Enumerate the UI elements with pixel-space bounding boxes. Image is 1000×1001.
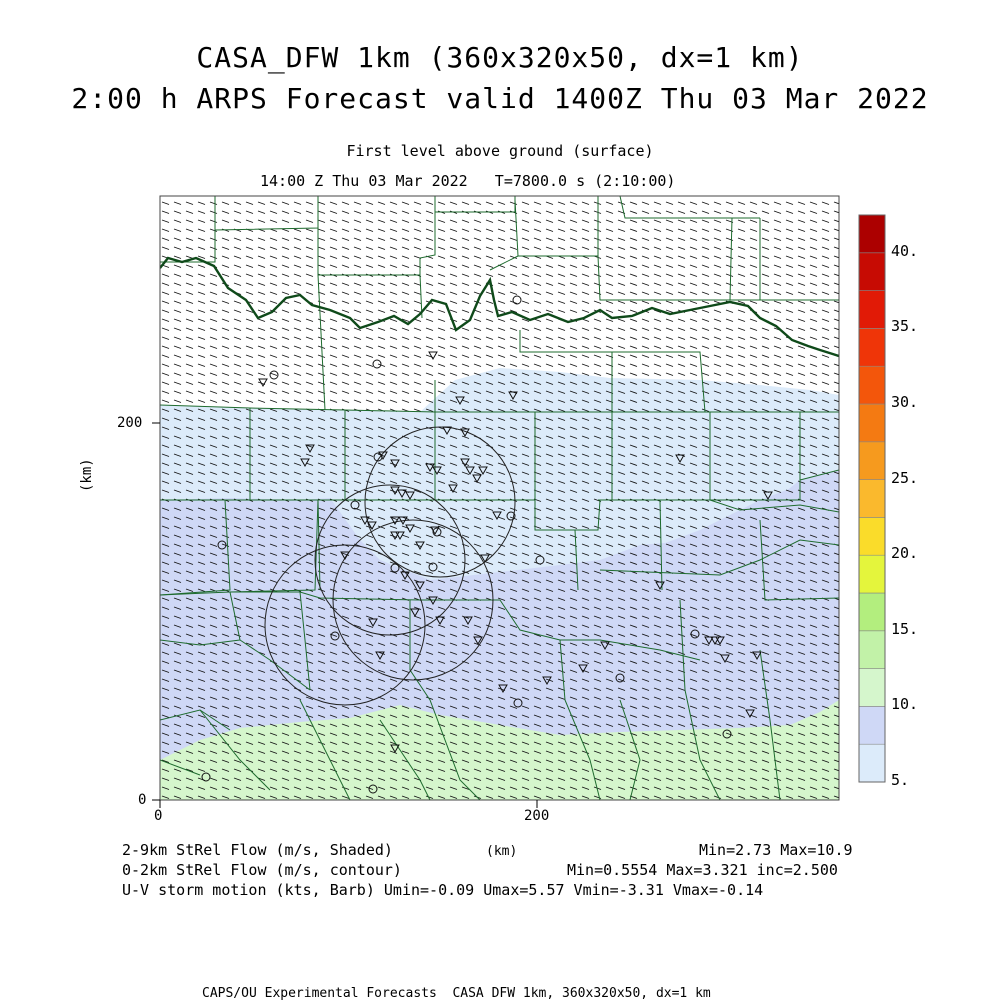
- shade-light-green-region: [160, 700, 839, 800]
- map-frame: [159, 195, 840, 801]
- colorbar-bin: [858, 554, 886, 594]
- time-label: 14:00 Z Thu 03 Mar 2022 T=7800.0 s (2:10…: [260, 172, 676, 190]
- plot-title-line2: 2:00 h ARPS Forecast valid 1400Z Thu 03 …: [71, 82, 929, 115]
- x-tick-200: 200: [524, 808, 550, 824]
- colorbar-label: 35.: [891, 317, 919, 336]
- legend-shaded-range: Min=2.73 Max=10.9: [699, 841, 853, 859]
- y-tick-0: 0: [138, 792, 147, 808]
- colorbar-label: 40.: [891, 241, 919, 260]
- x-tick-0: 0: [154, 808, 163, 824]
- map-panel: [160, 196, 839, 800]
- legend-barb: U-V storm motion (kts, Barb) Umin=-0.09 …: [122, 881, 764, 899]
- plot-title-line1: CASA_DFW 1km (360x320x50, dx=1 km): [196, 41, 804, 74]
- colorbar-label: 15.: [891, 619, 919, 638]
- axis-ticks: [152, 422, 538, 808]
- y-tick-200: 200: [117, 415, 143, 431]
- colorbar-bin: [858, 365, 886, 405]
- colorbar-bin: [858, 328, 886, 367]
- colorbar-bin: [858, 479, 886, 518]
- shade-lavender-patch: [600, 470, 839, 580]
- contour-rings: [264, 426, 516, 706]
- y-axis-unit: (km): [79, 458, 95, 492]
- red-river-boundary: [160, 256, 839, 358]
- colorbar-label: 5.: [891, 771, 910, 789]
- colorbar: [858, 214, 886, 783]
- colorbar-bin: [858, 441, 886, 480]
- colorbar-bin: [858, 592, 886, 632]
- colorbar-bin: [858, 252, 886, 291]
- colorbar-label: 25.: [891, 468, 919, 487]
- colorbar-label: 20.: [891, 544, 919, 563]
- colorbar-bin: [858, 743, 886, 783]
- colorbar-bin: [858, 214, 886, 254]
- station-markers: [201, 295, 773, 794]
- colorbar-label: 30.: [891, 393, 919, 411]
- colorbar-bin: [858, 517, 886, 556]
- county-boundaries: [160, 196, 839, 800]
- colorbar-label: 10.: [891, 695, 919, 714]
- footer-credit: CAPS/OU Experimental Forecasts CASA DFW …: [202, 986, 711, 1001]
- legend-contour: 0-2km StRel Flow (m/s, contour): [122, 861, 402, 879]
- level-label: First level above ground (surface): [346, 142, 654, 160]
- legend-shaded: 2-9km StRel Flow (m/s, Shaded): [122, 841, 393, 859]
- colorbar-bin: [858, 290, 886, 329]
- colorbar-bin: [858, 706, 886, 745]
- x-axis-unit: (km): [486, 844, 518, 859]
- colorbar-bin: [858, 403, 886, 443]
- legend-contour-range: Min=0.5554 Max=3.321 inc=2.500: [567, 861, 838, 879]
- colorbar-bin: [858, 668, 886, 707]
- colorbar-bin: [858, 630, 886, 669]
